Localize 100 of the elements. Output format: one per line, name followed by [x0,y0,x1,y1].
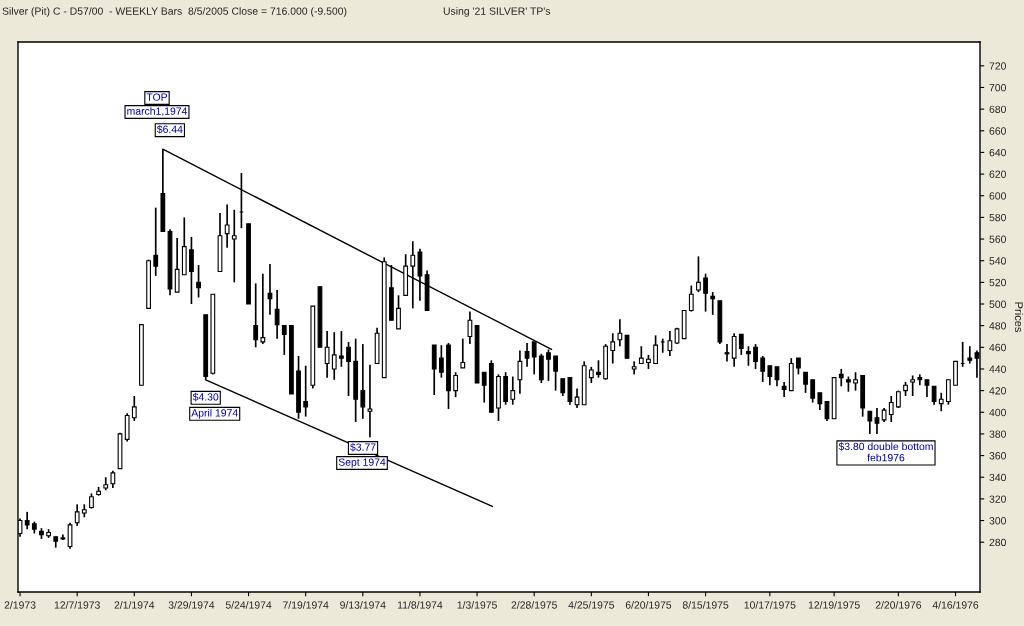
candlestick [360,343,366,420]
chart-subtitle: Using '21 SILVER' TP's [443,7,551,17]
candlestick [931,385,937,406]
candlestick [653,334,658,365]
y-tick-label: 380 [989,430,1006,438]
y-tick-label: 340 [989,473,1006,482]
candlestick [174,237,180,293]
candlestick [510,375,516,406]
y-tick-label: 660 [989,127,1006,135]
x-tick-label: 6/20/1975 [625,601,672,609]
y-tick-label: 620 [989,170,1006,178]
candlestick [938,391,944,413]
annotation: march1,1974 [127,107,188,117]
x-tick-label: 12/19/1975 [808,601,860,609]
candlestick [481,371,487,404]
candlestick [767,364,773,387]
candlestick [524,342,530,368]
candlestick [131,395,137,422]
candlestick [367,363,373,439]
y-tick-label: 320 [989,495,1006,503]
candlestick [610,332,616,365]
candlestick [231,208,237,284]
candlestick [438,344,444,379]
y-tick-label: 400 [989,408,1006,417]
candlestick [453,371,459,398]
x-tick-label: 4/25/1975 [568,601,615,609]
y-tick-label: 640 [989,148,1006,157]
x-tick-label: 7/19/1974 [283,601,329,609]
annotation: $3.80 double bottom feb1976 [838,442,933,462]
candlestick [853,371,858,392]
candlestick [303,364,309,418]
candlestick [574,387,580,409]
x-tick-label: 2/1973 [4,601,36,609]
candlestick [567,376,573,406]
annotation: $4.30 [192,392,219,402]
x-tick-label: 5/24/1974 [225,601,272,609]
candlestick [867,410,873,435]
candlestick [196,264,201,299]
y-tick-label: 460 [989,343,1006,352]
candlestick [553,355,559,392]
y-tick-label: 600 [989,192,1006,200]
candlestick [945,378,951,406]
x-tick-label: 4/16/1976 [932,601,979,609]
y-tick-label: 280 [989,538,1006,547]
candlestick [396,294,401,330]
x-tick-label: 8/15/1975 [682,601,729,609]
candlestick [753,343,758,370]
candlestick [810,378,816,404]
y-tick-label: 560 [989,235,1006,243]
x-tick-label: 11/8/1974 [397,601,443,609]
y-tick-label: 540 [989,257,1006,265]
candlestick [467,310,473,345]
candlestick [910,374,916,397]
candlestick [696,255,701,293]
candlestick [253,282,259,349]
x-tick-label: 1/3/1975 [457,601,497,609]
candlestick [74,503,80,527]
candlestick [824,400,830,422]
candlestick [688,284,694,313]
y-tick-label: 720 [989,62,1006,70]
y-tick-label: 500 [989,300,1006,308]
candlestick [338,330,344,368]
annotation: $6.44 [156,125,183,134]
x-tick-label: 10/17/1975 [744,601,796,609]
y-tick-label: 580 [989,213,1006,222]
candlestick [660,337,666,354]
x-tick-label: 12/7/1973 [54,601,100,609]
y-tick-label: 700 [989,83,1006,92]
candlestick [746,345,751,367]
candlestick [267,263,273,316]
chart-title: Silver (Pit) C - D57/00 - WEEKLY Bars 8/5/2005 Close = 716.000 (-9.500) [2,7,347,17]
x-tick-label: 2/28/1975 [511,601,557,609]
candlestick [417,247,423,302]
candlestick [346,341,351,397]
y-tick-label: 520 [989,278,1006,287]
candlestick [710,291,716,316]
x-tick-label: 3/29/1974 [168,601,215,609]
candlestick [953,360,958,387]
candlestick [703,272,708,313]
candlestick [538,352,544,384]
candlestick [731,332,737,368]
candlestick [189,236,194,305]
candlestick [331,331,337,381]
candlestick [281,324,287,356]
candlestick [460,337,466,369]
candlestick [324,330,330,379]
candlestick [967,345,973,365]
candlestick [124,412,130,443]
candlestick [260,272,266,345]
candlestick [888,395,894,423]
x-tick-label: 9/13/1974 [340,601,386,609]
candlestick [803,371,808,394]
y-tick-label: 360 [989,452,1006,460]
x-tick-label: 2/20/1976 [875,601,922,609]
candlestick [617,318,623,348]
candlestick [274,289,280,340]
y-tick-label: 420 [989,387,1006,395]
annotation: $3.77 [350,442,376,452]
y-tick-label: 480 [989,322,1006,330]
candlestick [624,334,630,359]
